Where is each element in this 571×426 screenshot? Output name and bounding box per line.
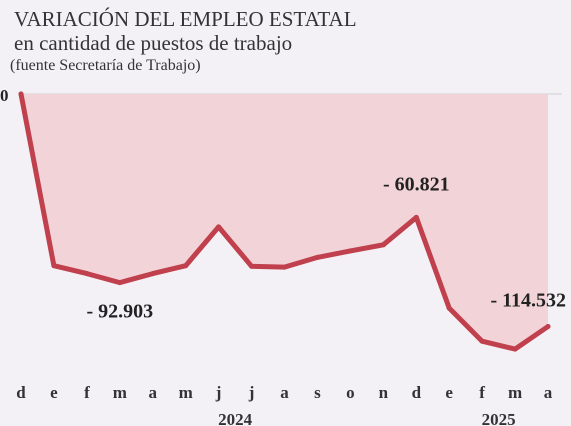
x-tick-label: n bbox=[379, 383, 389, 402]
data-point bbox=[380, 242, 386, 248]
chart-title: VARIACIÓN DEL EMPLEO ESTATAL bbox=[14, 7, 357, 31]
x-tick-label: e bbox=[50, 383, 58, 402]
data-point bbox=[150, 271, 156, 277]
x-tick-label: e bbox=[445, 383, 453, 402]
x-tick-label: m bbox=[508, 383, 522, 402]
x-tick-label: m bbox=[179, 383, 193, 402]
annotation-label: - 60.821 bbox=[383, 173, 450, 195]
data-point bbox=[51, 263, 57, 269]
y-tick-label: 0 bbox=[0, 86, 9, 105]
data-point bbox=[216, 224, 222, 230]
x-tick-label: j bbox=[215, 383, 222, 402]
x-tick-label: f bbox=[479, 383, 485, 402]
x-tick-label: s bbox=[314, 383, 321, 402]
x-tick-label: j bbox=[248, 383, 255, 402]
data-point bbox=[545, 324, 551, 329]
x-tick-label: d bbox=[412, 383, 422, 402]
x-tick-label: d bbox=[16, 383, 26, 402]
data-point bbox=[18, 91, 24, 97]
data-point bbox=[413, 214, 419, 220]
x-tick-label: m bbox=[113, 383, 127, 402]
year-label: 2024 bbox=[218, 410, 253, 426]
annotation-label: - 92.903 bbox=[86, 301, 153, 323]
chart-subtitle: en cantidad de puestos de trabajo bbox=[14, 31, 292, 55]
chart-source: (fuente Secretaría de Trabajo) bbox=[10, 57, 201, 74]
data-point bbox=[314, 254, 320, 260]
data-point bbox=[347, 248, 353, 254]
year-label: 2025 bbox=[482, 410, 516, 426]
x-tick-label: a bbox=[149, 383, 158, 402]
data-point bbox=[183, 263, 189, 269]
x-tick-label: a bbox=[280, 383, 289, 402]
plot-area bbox=[18, 91, 562, 352]
data-point bbox=[512, 346, 518, 352]
x-axis: 0 d e f m a m j j a s o n d e f m a 2024 2025 bbox=[0, 86, 553, 426]
data-point bbox=[84, 271, 90, 277]
x-tick-label: o bbox=[346, 383, 355, 402]
data-point bbox=[446, 305, 452, 311]
x-tick-label: f bbox=[84, 383, 90, 402]
x-tick-label: a bbox=[544, 383, 553, 402]
data-point bbox=[479, 338, 485, 344]
data-point bbox=[249, 263, 255, 269]
data-point bbox=[117, 280, 123, 286]
series-area bbox=[21, 94, 548, 350]
annotations: - 92.903 - 60.821 - 114.532 bbox=[86, 173, 566, 322]
data-point bbox=[282, 264, 287, 270]
annotation-label: - 114.532 bbox=[490, 290, 566, 312]
